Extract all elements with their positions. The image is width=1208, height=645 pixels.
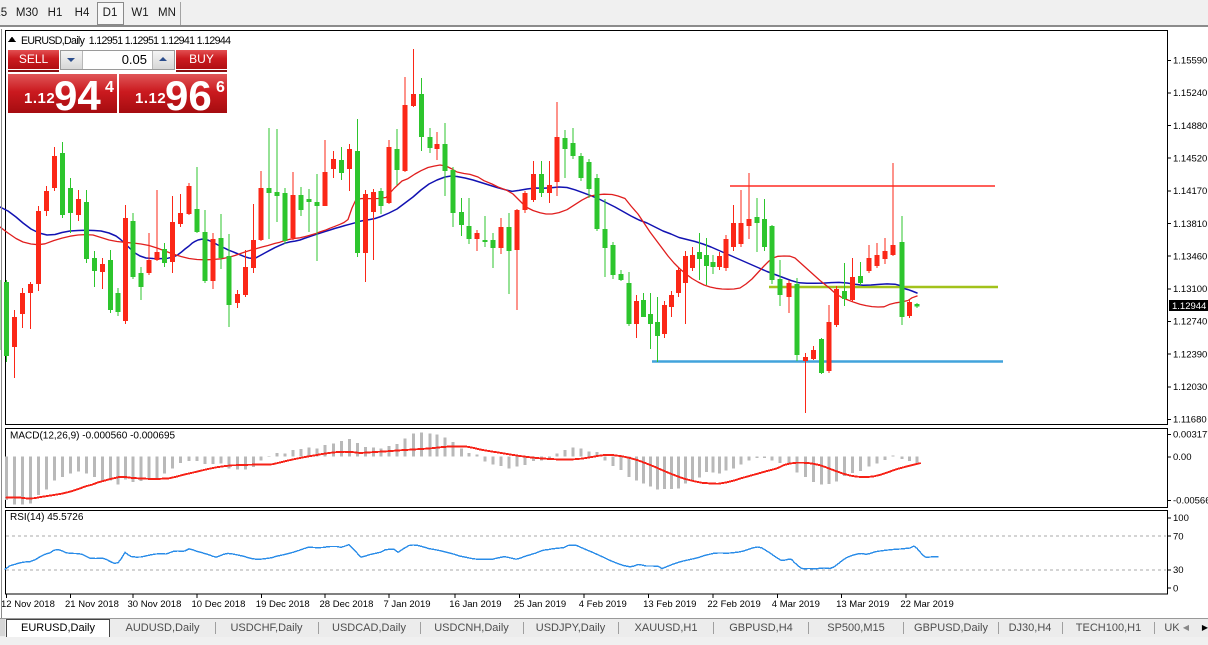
svg-text:1.13100: 1.13100 <box>1173 284 1207 295</box>
svg-text:7 Jan 2019: 7 Jan 2019 <box>384 599 431 610</box>
svg-text:30 Nov 2018: 30 Nov 2018 <box>128 599 182 610</box>
svg-text:16 Jan 2019: 16 Jan 2019 <box>449 599 501 610</box>
svg-text:12 Nov 2018: 12 Nov 2018 <box>1 599 55 610</box>
svg-text:13 Feb 2019: 13 Feb 2019 <box>643 599 696 610</box>
svg-text:1.12390: 1.12390 <box>1173 349 1207 360</box>
svg-text:EURUSD,Daily 1.12951 1.12951: EURUSD,Daily 1.12951 1.12951 1.12941 1.1… <box>21 35 231 47</box>
svg-text:1.11680: 1.11680 <box>1173 415 1207 426</box>
svg-text:0: 0 <box>1173 583 1178 594</box>
svg-text:28 Dec 2018: 28 Dec 2018 <box>320 599 374 610</box>
svg-text:1.13460: 1.13460 <box>1173 251 1207 262</box>
svg-text:1.15240: 1.15240 <box>1173 88 1207 99</box>
svg-text:25 Jan 2019: 25 Jan 2019 <box>514 599 566 610</box>
svg-text:19 Dec 2018: 19 Dec 2018 <box>256 599 310 610</box>
svg-text:1.15590: 1.15590 <box>1173 56 1207 67</box>
svg-text:4 Feb 2019: 4 Feb 2019 <box>579 599 627 610</box>
svg-text:22 Mar 2019: 22 Mar 2019 <box>900 599 953 610</box>
svg-text:-0.005667: -0.005667 <box>1173 496 1208 507</box>
svg-text:13 Mar 2019: 13 Mar 2019 <box>836 599 889 610</box>
svg-text:100: 100 <box>1173 513 1189 524</box>
svg-text:0.003177: 0.003177 <box>1173 430 1208 441</box>
svg-text:22 Feb 2019: 22 Feb 2019 <box>707 599 760 610</box>
svg-text:1.14880: 1.14880 <box>1173 121 1207 132</box>
svg-text:MACD(12,26,9) -0.000560 -0.000: MACD(12,26,9) -0.000560 -0.000695 <box>10 431 176 442</box>
svg-text:30: 30 <box>1173 565 1184 576</box>
svg-text:RSI(14) 45.5726: RSI(14) 45.5726 <box>10 512 84 523</box>
svg-text:1.12740: 1.12740 <box>1173 317 1207 328</box>
svg-text:1.12030: 1.12030 <box>1173 382 1207 393</box>
svg-text:1.14170: 1.14170 <box>1173 186 1207 197</box>
svg-text:1.12944: 1.12944 <box>1172 301 1206 312</box>
svg-text:1.14520: 1.14520 <box>1173 153 1207 164</box>
svg-text:0.00: 0.00 <box>1173 452 1192 463</box>
svg-text:1.13810: 1.13810 <box>1173 219 1207 230</box>
svg-text:4 Mar 2019: 4 Mar 2019 <box>772 599 820 610</box>
svg-text:21 Nov 2018: 21 Nov 2018 <box>65 599 119 610</box>
svg-text:70: 70 <box>1173 531 1184 542</box>
svg-text:10 Dec 2018: 10 Dec 2018 <box>192 599 246 610</box>
